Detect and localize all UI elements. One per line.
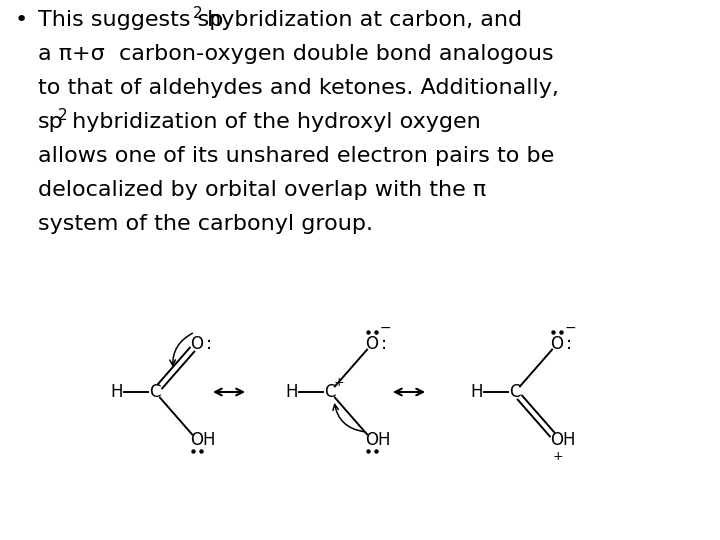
Text: O: O — [366, 335, 379, 353]
Text: C: C — [324, 383, 336, 401]
Text: •: • — [15, 10, 28, 30]
Text: This suggests sp: This suggests sp — [38, 10, 223, 30]
Text: hybridization of the hydroxyl oxygen: hybridization of the hydroxyl oxygen — [65, 112, 481, 132]
Text: H: H — [286, 383, 298, 401]
Text: O: O — [551, 431, 564, 449]
Text: +: + — [553, 449, 563, 462]
Text: C: C — [149, 383, 161, 401]
Text: allows one of its unshared electron pairs to be: allows one of its unshared electron pair… — [38, 146, 554, 166]
Text: C: C — [509, 383, 521, 401]
Text: :: : — [566, 335, 572, 353]
Text: a π+σ  carbon-oxygen double bond analogous: a π+σ carbon-oxygen double bond analogou… — [38, 44, 554, 64]
Text: −: − — [379, 321, 391, 335]
Text: 2: 2 — [58, 108, 68, 123]
Text: H: H — [471, 383, 483, 401]
Text: H: H — [563, 431, 575, 449]
Text: O: O — [191, 335, 204, 353]
Text: H: H — [203, 431, 215, 449]
Text: to that of aldehydes and ketones. Additionally,: to that of aldehydes and ketones. Additi… — [38, 78, 559, 98]
Text: :: : — [206, 335, 212, 353]
Text: +: + — [333, 376, 344, 389]
Text: O: O — [551, 335, 564, 353]
Text: 2: 2 — [193, 6, 202, 21]
Text: delocalized by orbital overlap with the π: delocalized by orbital overlap with the … — [38, 180, 486, 200]
Text: −: − — [564, 321, 576, 335]
Text: O: O — [366, 431, 379, 449]
Text: O: O — [191, 431, 204, 449]
Text: H: H — [378, 431, 390, 449]
Text: system of the carbonyl group.: system of the carbonyl group. — [38, 214, 373, 234]
Text: sp: sp — [38, 112, 64, 132]
Text: H: H — [111, 383, 123, 401]
Text: hybridization at carbon, and: hybridization at carbon, and — [200, 10, 522, 30]
Text: :: : — [381, 335, 387, 353]
